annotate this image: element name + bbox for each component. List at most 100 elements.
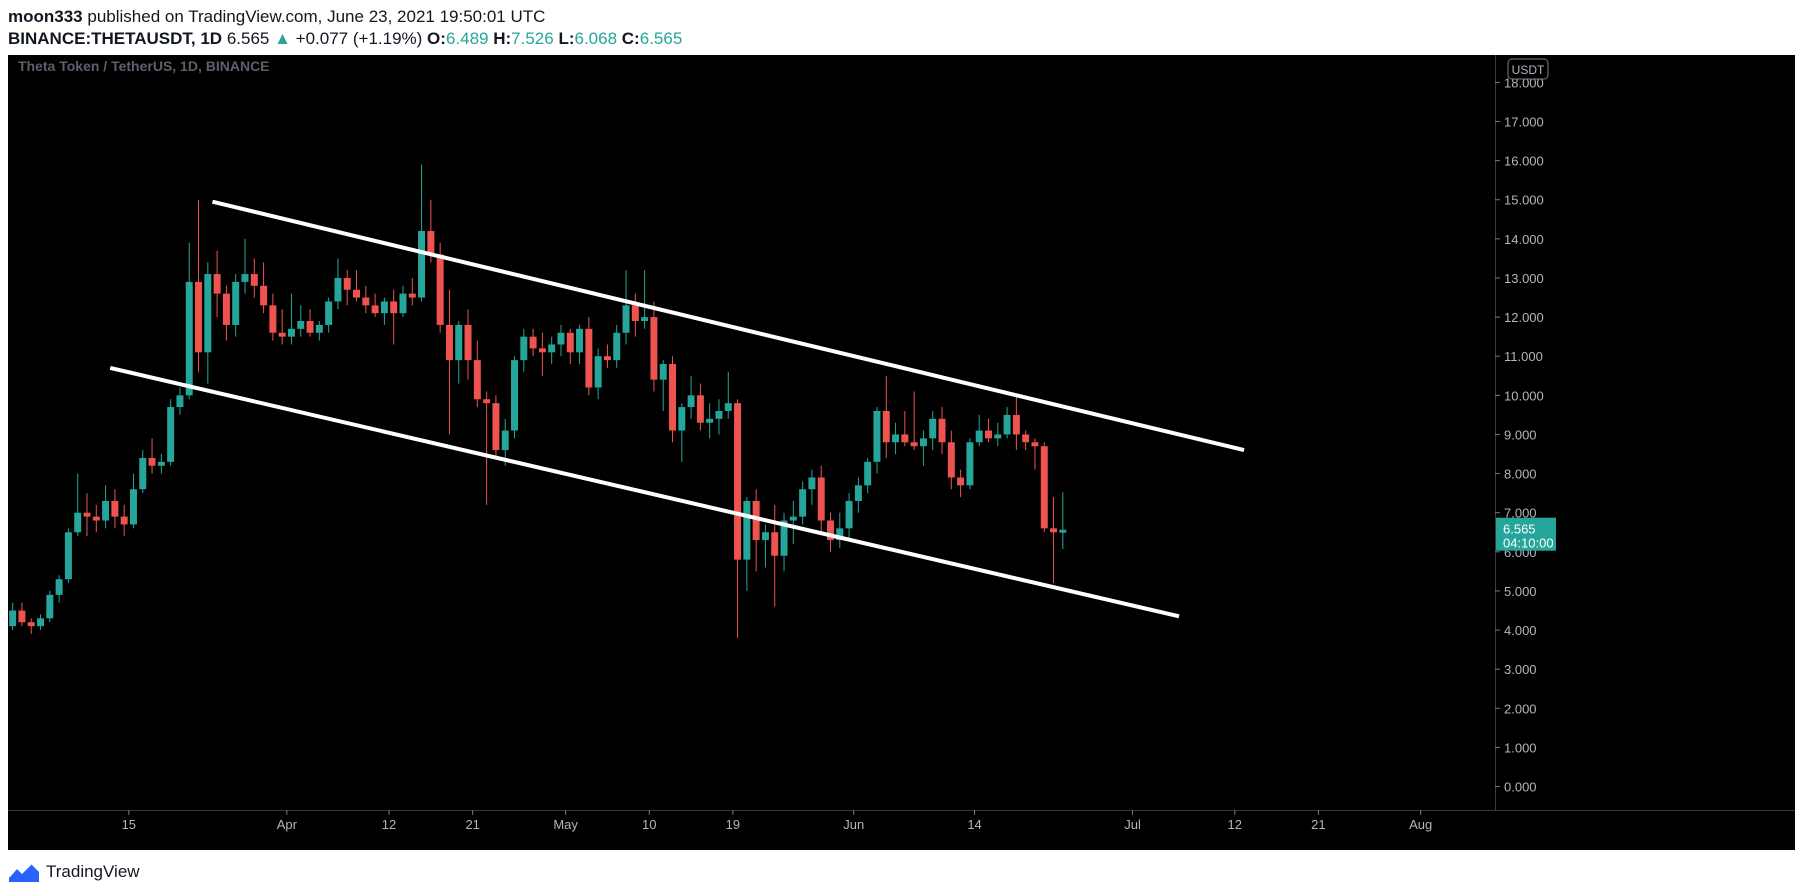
author-name[interactable]: moon333 [8, 7, 83, 26]
candle-body[interactable] [343, 277, 351, 290]
candle-body[interactable] [390, 301, 398, 314]
candle-body[interactable] [408, 293, 416, 298]
candle-body[interactable] [696, 395, 704, 423]
candle-body[interactable] [102, 500, 110, 521]
candle-body[interactable] [250, 274, 258, 286]
candle-body[interactable] [706, 418, 714, 423]
candle-body[interactable] [1003, 414, 1011, 435]
candle-body[interactable] [92, 516, 100, 521]
candle-body[interactable] [287, 328, 295, 337]
candle-body[interactable] [325, 301, 333, 325]
candle-body[interactable] [371, 305, 379, 314]
candle-body[interactable] [585, 328, 593, 388]
candle-body[interactable] [232, 281, 240, 325]
candle-body[interactable] [129, 489, 137, 525]
candle-body[interactable] [557, 332, 565, 345]
candle-body[interactable] [464, 324, 472, 361]
candle-body[interactable] [27, 622, 35, 627]
candle-body[interactable] [511, 360, 518, 431]
candle-body[interactable] [185, 281, 193, 396]
tradingview-brand[interactable]: TradingView [46, 862, 140, 881]
candle-body[interactable] [845, 500, 853, 529]
candle-body[interactable] [157, 461, 165, 466]
candle-body[interactable] [743, 500, 751, 560]
plot-area[interactable] [8, 55, 1495, 810]
candle-body[interactable] [362, 297, 370, 306]
candle-body[interactable] [771, 532, 779, 556]
candle-body[interactable] [538, 348, 546, 353]
candle-body[interactable] [46, 594, 54, 619]
candle-body[interactable] [938, 418, 946, 443]
candle-body[interactable] [1050, 528, 1058, 533]
candle-body[interactable] [380, 301, 388, 314]
candle-body[interactable] [966, 442, 974, 486]
candle-body[interactable] [445, 324, 453, 361]
candle-body[interactable] [1022, 434, 1030, 443]
channel-upper-line[interactable] [211, 199, 1245, 453]
candle-body[interactable] [1031, 442, 1039, 447]
candle-body[interactable] [1059, 529, 1067, 533]
candle-body[interactable] [901, 434, 909, 443]
candle-body[interactable] [492, 403, 500, 451]
candle-body[interactable] [752, 500, 760, 541]
candle-body[interactable] [882, 410, 890, 443]
candle-body[interactable] [74, 512, 82, 533]
candle-body[interactable] [808, 477, 816, 490]
candle-body[interactable] [195, 281, 203, 353]
candle-body[interactable] [1040, 446, 1048, 529]
candle-body[interactable] [892, 434, 900, 443]
candle-body[interactable] [55, 579, 63, 595]
candle-body[interactable] [315, 324, 323, 333]
candle-body[interactable] [260, 285, 268, 306]
candle-body[interactable] [650, 317, 658, 380]
candle-body[interactable] [669, 364, 676, 431]
candle-body[interactable] [789, 516, 797, 521]
candle-body[interactable] [836, 528, 844, 541]
candle-body[interactable] [975, 430, 983, 443]
chart-area[interactable]: 0.000 1.000 2.000 3.000 4.000 5.000 6.000 7.000… [8, 55, 1795, 850]
candle-body[interactable] [957, 477, 965, 486]
candle-body[interactable] [715, 410, 723, 419]
candle-body[interactable] [269, 305, 277, 333]
candle-body[interactable] [37, 618, 45, 627]
candle-body[interactable] [455, 324, 463, 361]
candle-body[interactable] [613, 332, 621, 361]
candlestick-chart[interactable]: 0.0001.0002.0003.0004.0005.0006.0007.000… [8, 55, 1795, 850]
candle-body[interactable] [641, 317, 649, 322]
candle-body[interactable] [418, 231, 426, 298]
candle-body[interactable] [687, 395, 695, 408]
currency-badge[interactable] [1507, 58, 1549, 80]
candle-body[interactable] [64, 532, 72, 580]
candle-body[interactable] [176, 395, 184, 408]
candle-body[interactable] [929, 418, 937, 439]
candle-body[interactable] [204, 274, 212, 353]
candle-body[interactable] [436, 254, 444, 325]
candle-body[interactable] [213, 274, 221, 294]
candle-body[interactable] [910, 442, 918, 447]
candle-body[interactable] [148, 457, 156, 466]
candle-body[interactable] [334, 277, 342, 302]
candle-body[interactable] [603, 356, 611, 361]
candle-body[interactable] [780, 520, 788, 556]
candle-body[interactable] [724, 403, 732, 411]
candle-body[interactable] [222, 293, 230, 325]
candle-body[interactable] [353, 289, 361, 298]
candle-body[interactable] [761, 532, 769, 541]
candle-body[interactable] [473, 360, 481, 400]
candle-body[interactable] [947, 442, 955, 478]
candle-body[interactable] [241, 274, 249, 282]
candle-body[interactable] [1012, 414, 1020, 435]
candle-body[interactable] [678, 407, 686, 431]
candle-body[interactable] [297, 321, 305, 329]
candle-body[interactable] [18, 610, 26, 623]
candle-body[interactable] [167, 407, 175, 462]
candle-body[interactable] [854, 485, 862, 501]
tradingview-logo-icon[interactable] [8, 861, 40, 883]
candle-body[interactable] [111, 500, 119, 517]
candle-body[interactable] [817, 477, 825, 521]
candle-body[interactable] [483, 399, 491, 404]
candle-body[interactable] [9, 610, 17, 627]
candle-body[interactable] [529, 336, 537, 349]
candle-body[interactable] [427, 231, 435, 255]
candle-body[interactable] [827, 520, 834, 541]
